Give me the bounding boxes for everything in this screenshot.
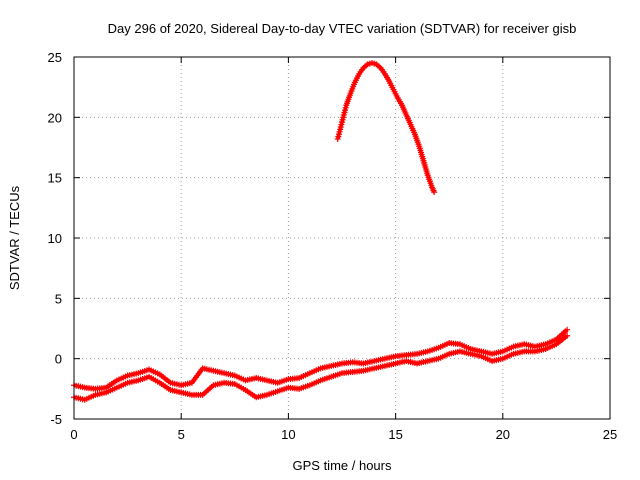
y-axis-label: SDTVAR / TECUs	[7, 185, 22, 290]
data-point-marker	[564, 332, 571, 339]
x-tick-label: 5	[178, 427, 185, 442]
data-series-group	[71, 60, 571, 403]
series-sdtvar-lower-band-lower-trace-	[71, 332, 571, 403]
x-tick-label: 20	[496, 427, 510, 442]
y-tick-label: 20	[48, 110, 62, 125]
x-tick-label: 0	[70, 427, 77, 442]
data-point-marker	[564, 326, 571, 333]
y-tick-label: 5	[55, 291, 62, 306]
x-tick-label: 25	[603, 427, 617, 442]
x-axis-label: GPS time / hours	[293, 458, 392, 473]
y-tick-label: 15	[48, 171, 62, 186]
x-tick-label: 10	[281, 427, 295, 442]
y-tick-label: 10	[48, 231, 62, 246]
y-tick-label: 0	[55, 352, 62, 367]
ticks: 0 5 10 15 20 25 -5 0 5 10 15 20 25	[48, 50, 618, 442]
y-tick-label: 25	[48, 50, 62, 65]
y-tick-label: -5	[50, 412, 62, 427]
data-point-marker	[431, 189, 438, 196]
chart-title: Day 296 of 2020, Sidereal Day-to-day VTE…	[108, 21, 577, 36]
series-sdtvar-afternoon-arc-	[334, 60, 438, 196]
x-tick-label: 15	[388, 427, 402, 442]
